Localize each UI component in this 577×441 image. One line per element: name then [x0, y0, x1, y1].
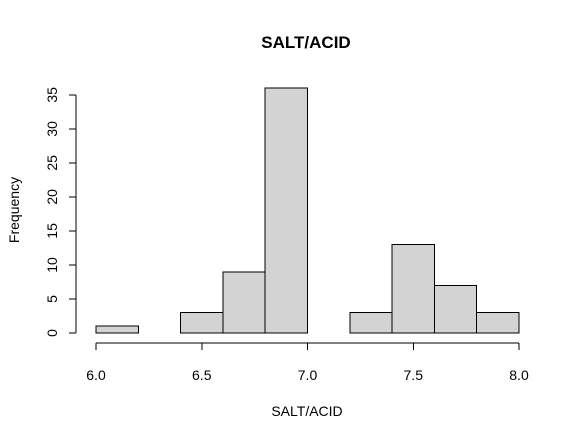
- y-tick-label: 0: [44, 329, 60, 337]
- y-tick-label: 30: [44, 121, 60, 137]
- x-tick-label: 8.0: [509, 367, 529, 383]
- x-tick-label: 6.5: [192, 367, 212, 383]
- histogram-bar: [222, 271, 266, 334]
- histogram-bar: [433, 284, 478, 334]
- x-tick-label: 7.5: [404, 367, 424, 383]
- histogram-bar: [95, 325, 139, 334]
- y-tick-label: 35: [44, 87, 60, 103]
- x-tick-label: 6.0: [86, 367, 106, 383]
- histogram-bar: [349, 312, 393, 334]
- histogram-bar: [180, 312, 224, 334]
- x-axis-label: SALT/ACID: [271, 403, 342, 419]
- x-axis: 6.0 6.5 7.0 7.5 8.0: [86, 342, 529, 383]
- y-tick-label: 25: [44, 155, 60, 171]
- bars-group: [95, 87, 520, 334]
- y-tick-label: 10: [44, 257, 60, 273]
- y-tick-label: 15: [44, 223, 60, 239]
- y-axis: 0 5 10 15 20 25 30 35: [44, 87, 77, 337]
- histogram-bar: [476, 312, 520, 334]
- y-axis-label: Frequency: [6, 177, 22, 243]
- chart-title: SALT/ACID: [261, 33, 350, 52]
- x-tick-label: 7.0: [298, 367, 318, 383]
- histogram-bar: [391, 244, 435, 334]
- y-tick-label: 20: [44, 189, 60, 205]
- histogram-bar: [264, 87, 309, 334]
- y-tick-label: 5: [44, 295, 60, 303]
